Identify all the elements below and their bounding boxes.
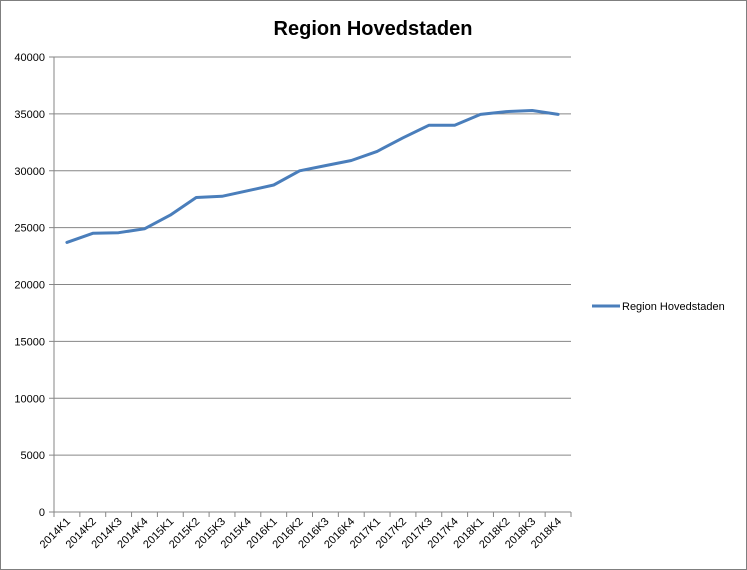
data-point <box>350 159 353 162</box>
data-point <box>169 214 172 217</box>
data-point <box>453 124 456 127</box>
data-point <box>427 124 430 127</box>
chart-title: Region Hovedstaden <box>274 18 473 40</box>
data-point <box>531 109 534 112</box>
y-tick-labels: 0 5000 10000 15000 20000 25000 30000 35000 40000 <box>14 52 45 519</box>
x-tick-labels: 2014K12014K22014K32014K42015K12015K22015… <box>38 516 564 551</box>
data-point <box>246 189 249 192</box>
series-lines <box>65 109 560 244</box>
y-tick-label: 35000 <box>14 109 45 121</box>
data-point <box>195 196 198 199</box>
data-point <box>557 113 560 116</box>
data-point <box>221 195 224 198</box>
data-point <box>505 110 508 113</box>
gridlines <box>49 56 571 513</box>
data-point <box>479 113 482 116</box>
data-point <box>376 150 379 153</box>
data-point <box>91 232 94 235</box>
series-line-0 <box>65 109 560 244</box>
data-point <box>143 227 146 230</box>
data-point <box>272 183 275 186</box>
y-tick-label: 30000 <box>14 166 45 178</box>
legend: Region Hovedstaden <box>592 301 725 313</box>
y-tick-label: 15000 <box>14 336 45 348</box>
data-point <box>401 136 404 139</box>
data-point <box>65 241 68 244</box>
data-point <box>298 169 301 172</box>
y-tick-label: 5000 <box>21 450 45 462</box>
y-tick-label: 0 <box>39 507 45 519</box>
data-point <box>324 164 327 167</box>
y-tick-label: 40000 <box>14 52 45 64</box>
data-point <box>117 231 120 234</box>
y-tick-label: 25000 <box>14 223 45 235</box>
y-tick-label: 10000 <box>14 393 45 405</box>
legend-label: Region Hovedstaden <box>622 301 725 313</box>
axes <box>53 57 572 517</box>
y-tick-label: 20000 <box>14 280 45 292</box>
